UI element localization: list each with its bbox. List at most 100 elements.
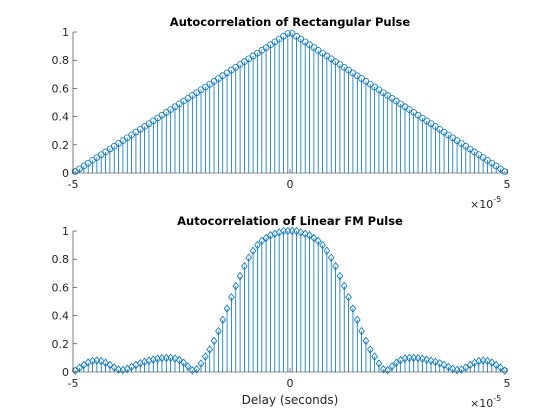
stem-marker-diamond xyxy=(206,345,214,354)
chart-title: Autocorrelation of Rectangular Pulse xyxy=(170,15,411,29)
stem-marker-diamond xyxy=(488,358,496,367)
stem-marker-diamond xyxy=(280,226,287,236)
axes-linear-fm-pulse: 00.20.40.60.81 -5 0 5 Autocorrelation of L… xyxy=(52,214,511,410)
stem-marker-diamond xyxy=(497,363,504,373)
stem-marker-diamond xyxy=(197,359,205,368)
stem-marker-diamond xyxy=(306,230,313,240)
stem-marker-diamond xyxy=(262,233,270,243)
stem-marker-diamond xyxy=(193,364,201,374)
y-tick-label: 0.4 xyxy=(52,111,70,124)
stem-marker-diamond xyxy=(297,228,305,237)
stem-marker-diamond xyxy=(349,304,357,313)
stem-marker-diamond xyxy=(449,364,457,374)
stem-marker-diamond xyxy=(423,355,431,364)
x-axis-label: Delay (seconds) xyxy=(242,393,339,407)
stem-marker-diamond xyxy=(379,364,387,374)
stem-marker-diamond xyxy=(323,246,331,255)
stem-marker-diamond xyxy=(167,353,174,363)
x-exponent-label: ×10-5 xyxy=(470,394,501,410)
stem-marker-diamond xyxy=(284,226,292,236)
stem-marker-diamond xyxy=(102,358,109,367)
x-exponent-label: ×10-5 xyxy=(470,195,501,211)
stem-marker-diamond xyxy=(353,315,361,325)
x-tick-label: 5 xyxy=(504,178,511,191)
stem-marker-diamond xyxy=(436,359,444,368)
y-tick-label: 0.6 xyxy=(52,281,70,294)
stem-marker-diamond xyxy=(210,336,218,346)
stem-marker-diamond xyxy=(162,353,170,363)
stem-marker-diamond xyxy=(484,356,491,366)
x-tick-label: 0 xyxy=(287,178,294,191)
chart-title: Autocorrelation of Linear FM Pulse xyxy=(177,214,403,228)
stem-marker-diamond xyxy=(232,281,240,291)
stem-marker-diamond xyxy=(358,326,365,336)
stem-series-linear-fm xyxy=(71,226,509,375)
stem-marker-diamond xyxy=(393,358,400,367)
stem-marker-diamond xyxy=(388,362,396,371)
y-tick-label: 1 xyxy=(62,26,69,39)
stem-marker-diamond xyxy=(241,261,248,271)
x-ticks: -5 0 5 xyxy=(68,368,511,390)
stem-marker-diamond xyxy=(332,261,339,271)
y-tick-label: 0.6 xyxy=(52,82,70,95)
y-tick-label: 0 xyxy=(62,167,69,180)
stem-marker-diamond xyxy=(293,226,300,236)
stem-marker-diamond xyxy=(93,356,101,365)
stem-marker-diamond xyxy=(115,365,122,374)
stem-marker-diamond xyxy=(97,356,105,366)
stem-marker-diamond xyxy=(249,246,257,255)
stem-marker-diamond xyxy=(427,356,435,365)
stem-marker-diamond xyxy=(245,253,253,263)
stem-marker-diamond xyxy=(314,236,322,246)
y-tick-label: 0.4 xyxy=(52,310,70,323)
y-tick-label: 1 xyxy=(62,225,69,238)
stem-marker-diamond xyxy=(236,271,244,281)
stem-marker-diamond xyxy=(202,352,209,361)
y-tick-label: 0.8 xyxy=(52,253,70,266)
stem-marker-diamond xyxy=(215,326,222,336)
x-tick-label: -5 xyxy=(68,377,79,390)
stem-marker-diamond xyxy=(371,352,378,361)
y-tick-label: 0 xyxy=(62,366,69,379)
stem-marker-diamond xyxy=(106,360,114,370)
stem-series-rectangular xyxy=(71,30,509,175)
stem-marker-diamond xyxy=(345,293,352,302)
stem-marker-diamond xyxy=(258,236,266,246)
stem-marker-diamond xyxy=(223,304,231,313)
stem-marker-diamond xyxy=(327,253,335,263)
stem-marker-diamond xyxy=(419,354,426,363)
stem-marker-circle xyxy=(501,168,509,175)
stem-marker-diamond xyxy=(362,336,370,346)
stem-marker-diamond xyxy=(219,315,227,325)
stem-marker-diamond xyxy=(366,345,374,354)
stem-marker-diamond xyxy=(440,360,448,370)
axes-rectangular-pulse: 00.20.40.60.81 -5 0 5 Autocorrelation of R… xyxy=(52,15,511,211)
stem-marker-diamond xyxy=(336,271,344,281)
stem-marker-diamond xyxy=(384,366,391,375)
stem-marker-circle xyxy=(284,30,292,37)
stem-marker-diamond xyxy=(310,233,318,243)
y-ticks: 0 0.2 0.4 0.6 0.8 1 xyxy=(52,26,77,180)
stem-marker-diamond xyxy=(462,363,470,372)
stem-marker-diamond xyxy=(375,359,383,368)
x-ticks: -5 0 5 xyxy=(68,169,511,191)
y-tick-label: 0.8 xyxy=(52,54,70,67)
stem-marker-diamond xyxy=(228,293,235,302)
stem-marker-diamond xyxy=(406,353,413,363)
stem-marker-diamond xyxy=(288,226,296,236)
stem-marker-diamond xyxy=(180,358,187,367)
stem-marker-diamond xyxy=(319,240,326,250)
stem-marker-diamond xyxy=(171,354,179,363)
stem-marker-diamond xyxy=(445,362,452,372)
stem-marker-diamond xyxy=(254,240,261,250)
stem-marker-diamond xyxy=(110,363,118,372)
stem-marker-diamond xyxy=(432,357,439,367)
stem-marker-diamond xyxy=(410,353,418,363)
stem-marker-diamond xyxy=(414,353,422,363)
x-tick-label: -5 xyxy=(68,178,79,191)
stem-marker-diamond xyxy=(340,281,348,291)
y-tick-label: 0.2 xyxy=(52,338,70,351)
x-tick-label: 0 xyxy=(287,377,294,390)
stem-marker-diamond xyxy=(479,356,487,365)
